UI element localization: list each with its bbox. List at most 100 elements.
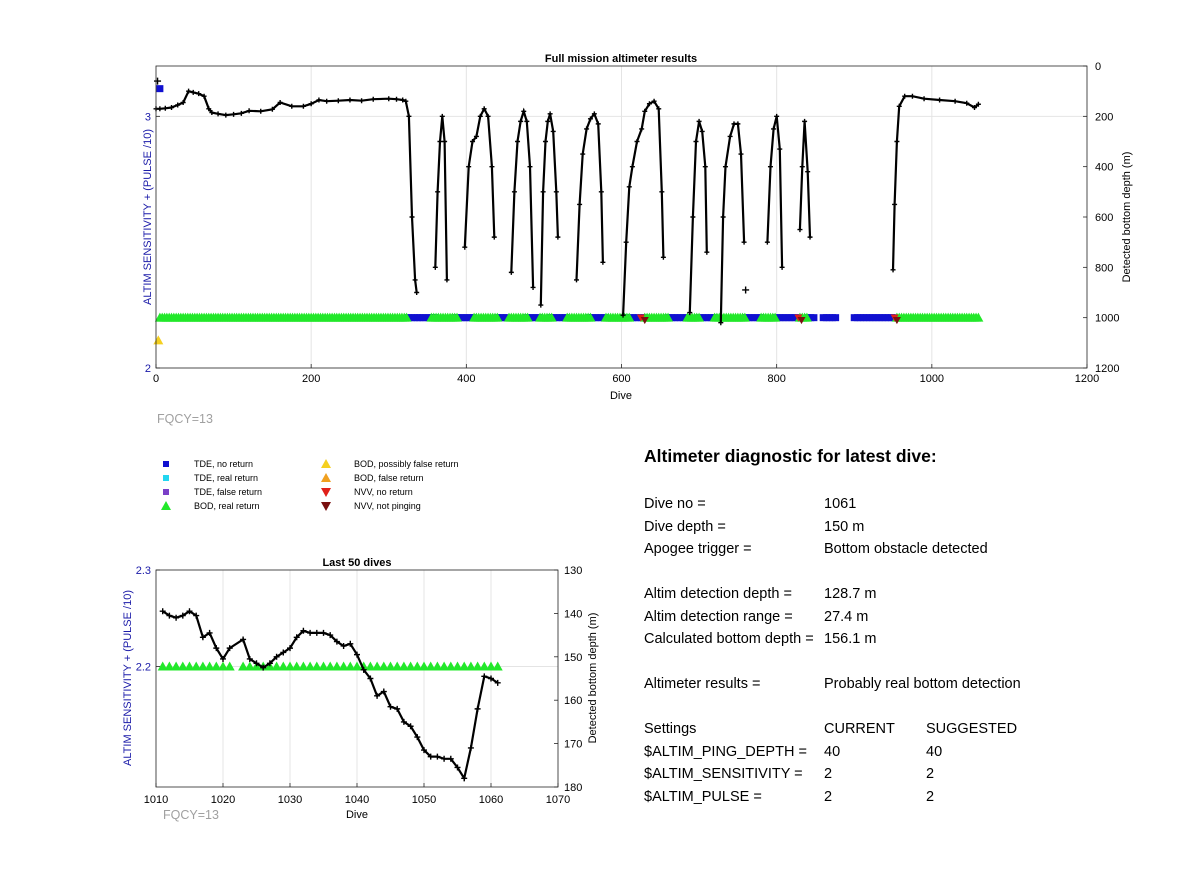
- bottom-depth-point: [347, 640, 354, 647]
- bod-real-return-marker: [452, 312, 463, 322]
- apogee-label: Apogee trigger =: [644, 541, 752, 558]
- bottom-depth-point: [574, 277, 580, 283]
- bottom-depth-point: [441, 755, 448, 762]
- top-y2-tick-label: 400: [1095, 162, 1113, 174]
- pulse-current: 2: [824, 788, 833, 805]
- bod-real-return-marker: [204, 661, 215, 671]
- bod-real-return-marker: [694, 312, 705, 322]
- top-y2-tick-label: 200: [1095, 111, 1113, 123]
- bod-real-return-marker: [218, 661, 228, 671]
- top-x-tick-label: 800: [767, 373, 785, 385]
- bottom-depth-point: [340, 642, 347, 649]
- legend-marker: [163, 489, 169, 495]
- bottom-depth-line: [539, 113, 559, 306]
- bottom-depth-point: [767, 164, 773, 170]
- bottom-depth-point: [777, 146, 783, 152]
- legend-item: NVV, not pinging: [320, 500, 421, 512]
- bod-real-return-marker: [338, 661, 349, 671]
- bottom-depth-line: [510, 107, 535, 288]
- bottom-depth-point: [179, 612, 186, 619]
- bottom-depth-point: [316, 97, 322, 103]
- bod-real-return-marker: [445, 661, 456, 671]
- bottom-depth-point: [470, 139, 476, 144]
- bottom-depth-point: [972, 105, 978, 111]
- bottom-depth-outlier: [742, 286, 750, 294]
- legend-item: BOD, possibly false return: [320, 458, 459, 470]
- bottom-depth-point: [166, 612, 173, 619]
- bottom-depth-point: [584, 126, 590, 132]
- bottom-chart-title: Last 50 dives: [322, 557, 391, 569]
- legend-label: TDE, real return: [194, 473, 259, 483]
- bottom-depth-point: [474, 705, 481, 712]
- bod-real-return-marker: [412, 661, 423, 671]
- top-chart-title: Full mission altimeter results: [545, 53, 697, 65]
- bod-real-return-marker: [492, 661, 503, 671]
- legend-label: BOD, possibly false return: [354, 459, 459, 469]
- altim-depth-label: Altim detection depth =: [644, 586, 792, 603]
- bottom-depth-point: [890, 267, 896, 273]
- bottom-y2-tick-label: 160: [564, 695, 582, 707]
- altim-range-label: Altim detection range =: [644, 608, 793, 625]
- bottom-x-ticks: 1010 1020 1030 1040 1050 1060 1070: [144, 783, 570, 806]
- bottom-depth-point: [414, 290, 420, 295]
- bottom-depth-point: [173, 614, 180, 621]
- bottom-depth-point: [547, 111, 553, 117]
- bod-real-return-marker: [405, 661, 416, 671]
- bottom-y2-ticks: 130 140 150 160 170 180: [554, 565, 582, 794]
- nvv-marker: [636, 314, 645, 322]
- bottom-depth-point: [335, 98, 341, 104]
- bottom-depth-point: [307, 629, 314, 636]
- top-y-axis-label: ALTIM SENSITIVITY + (PULSE /10): [142, 129, 154, 305]
- bottom-x-tick-label: 1050: [412, 794, 436, 806]
- bottom-depth-point: [220, 655, 226, 662]
- bottom-depth-point: [403, 98, 409, 104]
- bottom-depth-point: [280, 649, 287, 656]
- bod-real-return-marker: [238, 661, 249, 671]
- bottom-depth-point: [600, 259, 606, 265]
- results-row: Altimeter results = Probably real bottom…: [644, 673, 1184, 696]
- full-mission-chart: 0 200 400 600 800 1000 1200 23 020040060080010…: [142, 53, 1133, 402]
- bod-real-return-marker: [439, 661, 450, 671]
- top-x-tick-label: 1000: [920, 373, 944, 385]
- dive-depth-label: Dive depth =: [644, 518, 726, 535]
- bottom-depth-point: [394, 96, 400, 102]
- bottom-depth-point: [169, 105, 175, 111]
- bottom-depth-point: [231, 111, 237, 117]
- bottom-depth-point: [720, 214, 726, 220]
- bottom-depth-point: [442, 139, 448, 144]
- bottom-depth-point: [805, 169, 811, 175]
- bottom-depth-point: [193, 612, 200, 619]
- bottom-depth-point: [892, 201, 898, 207]
- bottom-fqcy-annotation: FQCY=13: [163, 808, 219, 822]
- bod-real-return-marker: [365, 661, 376, 671]
- altim-range-value: 27.4 m: [824, 608, 869, 625]
- bottom-depth-outlier: [154, 77, 162, 85]
- bottom-depth-point: [489, 164, 495, 170]
- tde-no-return-marker: [156, 85, 164, 93]
- sensitivity-current: 2: [824, 766, 833, 783]
- bottom-depth-point: [435, 189, 441, 195]
- ping-depth-label: $ALTIM_PING_DEPTH =: [644, 743, 807, 760]
- bottom-depth-point: [186, 608, 193, 615]
- bottom-depth-point: [587, 116, 593, 122]
- bottom-depth-point: [975, 101, 981, 107]
- bottom-depth-point: [511, 189, 517, 195]
- bottom-depth-point: [260, 664, 267, 671]
- top-y2-tick-label: 600: [1095, 212, 1113, 224]
- bottom-depth-point: [462, 244, 468, 250]
- bottom-depth-line: [622, 99, 665, 316]
- bod-real-return-marker: [352, 661, 362, 671]
- bod-real-return-marker: [973, 312, 984, 322]
- bottom-depth-point: [696, 118, 702, 124]
- bottom-depth-point: [253, 660, 260, 667]
- bottom-depth-point: [488, 675, 494, 682]
- sensitivity-row: $ALTIM_SENSITIVITY = 2 2: [644, 763, 1184, 786]
- bottom-x-axis-label: Dive: [346, 809, 368, 821]
- bottom-y2-tick-label: 180: [564, 782, 582, 794]
- bod-real-return-marker: [624, 312, 635, 322]
- bottom-depth-point: [660, 254, 666, 260]
- bottom-depth-point: [952, 98, 958, 104]
- bottom-depth-line: [766, 116, 784, 268]
- bottom-x-tick-label: 1010: [144, 794, 168, 806]
- legend-item: TDE, real return: [160, 472, 258, 484]
